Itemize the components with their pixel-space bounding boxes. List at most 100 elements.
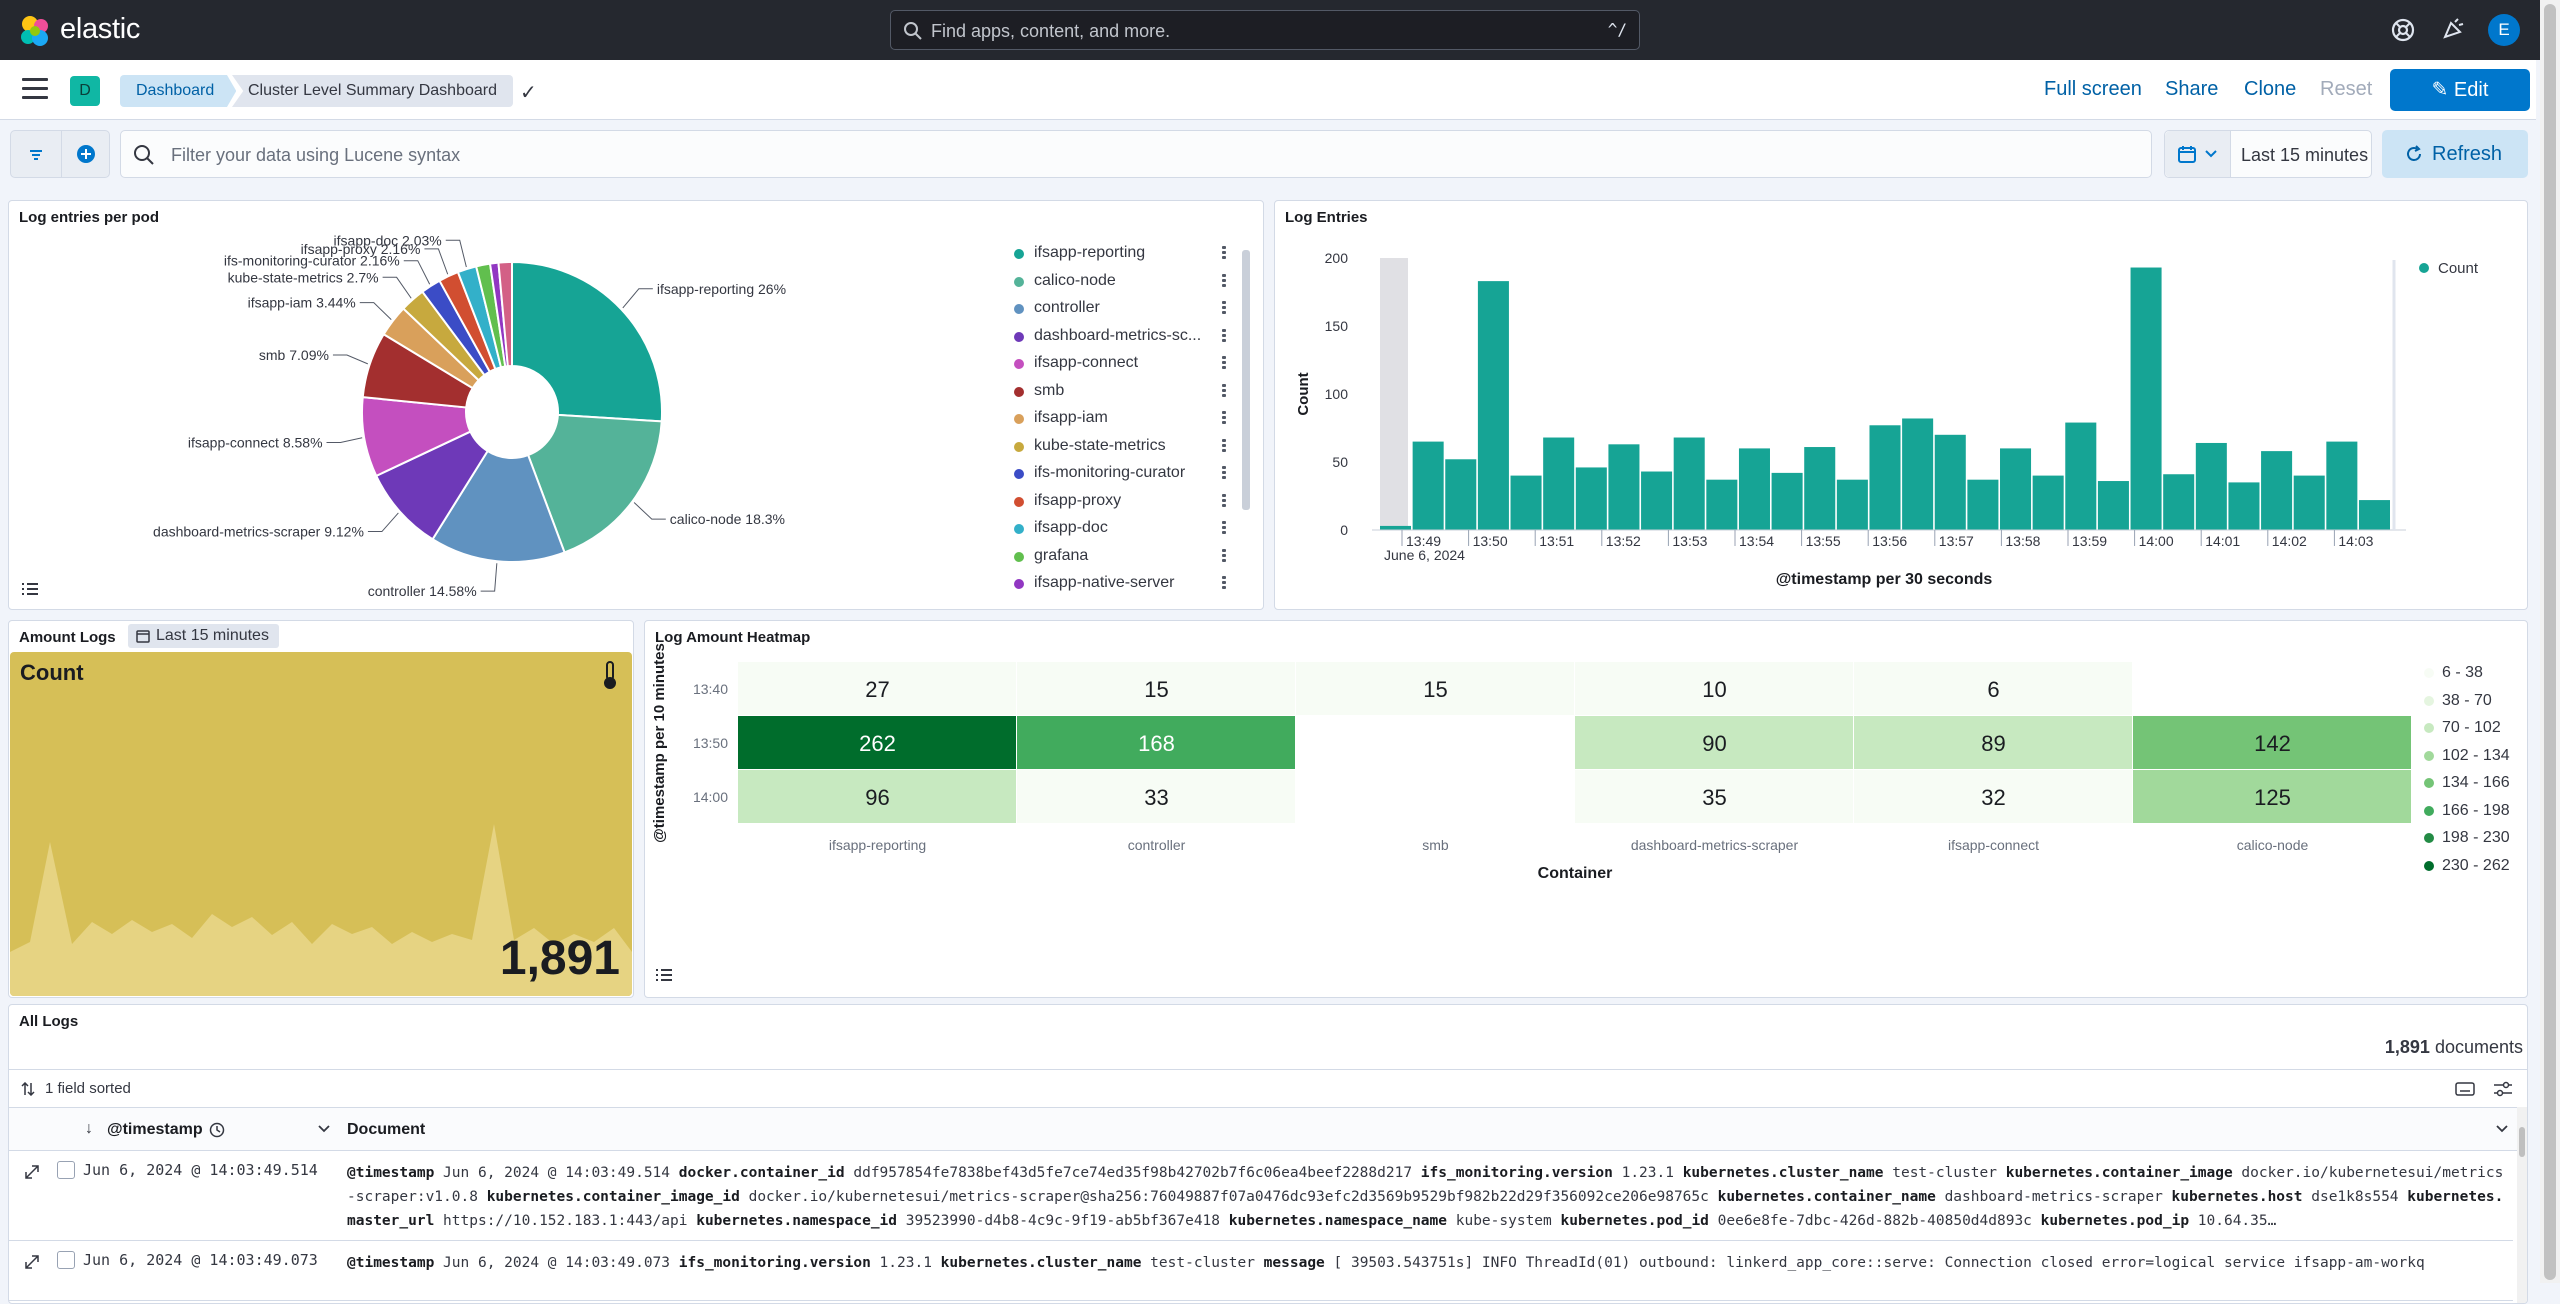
bar-21[interactable] — [2065, 422, 2097, 530]
legend-action-icon[interactable] — [1222, 521, 1226, 535]
bar-29[interactable] — [2326, 441, 2358, 530]
clone-button[interactable]: Clone — [2244, 78, 2297, 100]
page-scrollbar[interactable] — [2540, 0, 2560, 1283]
sort-desc-icon[interactable]: ↓ — [85, 1120, 93, 1137]
bar-12[interactable] — [1771, 472, 1803, 530]
chevron-down-icon[interactable] — [2495, 1124, 2509, 1134]
legend-scrollbar[interactable] — [1242, 250, 1250, 510]
legend-item[interactable]: ifsapp-iam — [1004, 407, 1234, 431]
page-scrollbar-thumb[interactable] — [2544, 4, 2556, 1280]
legend-item[interactable]: ifsapp-doc — [1004, 517, 1234, 541]
bar-1[interactable] — [1412, 441, 1444, 530]
pie-chart[interactable]: ifsapp-reporting 26% calico-node 18.3% con… — [8, 200, 998, 610]
legend-action-icon[interactable] — [1222, 548, 1226, 563]
pie-slice-0[interactable] — [511, 260, 663, 423]
bar-20[interactable] — [2032, 475, 2064, 530]
keyboard-icon[interactable] — [2455, 1082, 2475, 1096]
table-row[interactable]: Jun 6, 2024 @ 14:03:49.514 @timestamp Jun… — [9, 1151, 2513, 1241]
legend-item[interactable]: controller — [1004, 297, 1234, 321]
heatmap-cell-1-4[interactable] — [1854, 716, 2132, 769]
space-avatar[interactable]: D — [70, 76, 100, 106]
breadcrumb-dashboard[interactable]: Dashboard — [120, 75, 237, 107]
user-avatar[interactable]: E — [2488, 14, 2520, 46]
display-settings-icon[interactable] — [2493, 1081, 2513, 1097]
add-filter-icon[interactable] — [75, 143, 97, 165]
heatmap-legend-item[interactable]: 134 - 166 — [2420, 772, 2540, 794]
news-feed-icon[interactable] — [2440, 17, 2466, 43]
legend-item[interactable]: dashboard-metrics-sc... — [1004, 325, 1234, 349]
heatmap-chart[interactable]: 13:40 27 15 15 10 6 13:50 262 168 90 89 142 14:00 96 3… — [644, 620, 2420, 998]
heatmap-cell-0-1[interactable] — [1017, 662, 1295, 715]
help-icon[interactable] — [2390, 17, 2416, 43]
table-scrollbar-thumb[interactable] — [2519, 1127, 2525, 1157]
legend-item[interactable]: ifsapp-reporting — [1004, 242, 1234, 266]
legend-action-icon[interactable] — [1222, 411, 1226, 425]
legend-toggle-icon[interactable] — [655, 967, 673, 983]
bar-18[interactable] — [1967, 479, 1999, 530]
legend-item[interactable]: kube-state-metrics — [1004, 435, 1234, 459]
heatmap-cell-2-4[interactable] — [1854, 770, 2132, 823]
heatmap-cell-1-3[interactable] — [1575, 716, 1853, 769]
time-range-label[interactable]: Last 15 minutes — [2241, 145, 2369, 165]
full-screen-button[interactable]: Full screen — [2044, 78, 2142, 100]
heatmap-legend-item[interactable]: 166 - 198 — [2420, 800, 2540, 822]
legend-item[interactable]: calico-node — [1004, 270, 1234, 294]
bar-28[interactable] — [2293, 475, 2325, 530]
bar-27[interactable] — [2261, 451, 2293, 530]
bar-16[interactable] — [1902, 418, 1934, 530]
bar-3[interactable] — [1477, 281, 1509, 530]
bar-6[interactable] — [1575, 467, 1607, 530]
heatmap-cell-0-2[interactable] — [1296, 662, 1574, 715]
row-checkbox[interactable] — [57, 1161, 75, 1179]
table-row[interactable]: Jun 6, 2024 @ 14:03:49.073 @timestamp Jun… — [9, 1241, 2513, 1301]
pie-slice-13[interactable] — [497, 260, 513, 368]
chevron-down-icon[interactable] — [317, 1124, 331, 1134]
bar-9[interactable] — [1673, 437, 1705, 530]
bar-chart[interactable]: 0 50 100 150 200 Count 13:49 13:50 13:51 13:52 13:… — [1274, 200, 2528, 610]
heatmap-cell-0-5[interactable] — [2133, 662, 2411, 715]
heatmap-legend-item[interactable]: 198 - 230 — [2420, 827, 2540, 849]
legend-action-icon[interactable] — [1222, 246, 1226, 260]
brand-name[interactable]: elastic — [60, 13, 141, 45]
heatmap-cell-2-1[interactable] — [1017, 770, 1295, 823]
legend-item[interactable]: ifsapp-connect — [1004, 352, 1234, 376]
sort-info[interactable]: 1 field sorted — [45, 1080, 131, 1097]
bar-17[interactable] — [1934, 434, 1966, 530]
bar-10[interactable] — [1706, 479, 1738, 530]
heatmap-cell-1-5[interactable] — [2133, 716, 2411, 769]
heatmap-cell-0-0[interactable] — [738, 662, 1016, 715]
bar-24[interactable] — [2163, 474, 2195, 530]
bar-2[interactable] — [1445, 459, 1477, 530]
bar-26[interactable] — [2228, 482, 2260, 530]
query-input[interactable]: Filter your data using Lucene syntax — [120, 130, 2152, 178]
bar-30[interactable] — [2358, 500, 2390, 530]
heatmap-cell-2-2[interactable] — [1296, 770, 1574, 823]
legend-action-icon[interactable] — [1222, 493, 1226, 508]
reset-button[interactable]: Reset — [2320, 78, 2373, 100]
bar-8[interactable] — [1641, 471, 1673, 530]
quick-menu-button[interactable] — [2165, 131, 2231, 177]
heatmap-cell-1-0[interactable] — [738, 716, 1016, 769]
edit-button[interactable]: ✎ Edit — [2390, 69, 2530, 111]
bar-7[interactable] — [1608, 444, 1640, 530]
bar-11[interactable] — [1738, 448, 1770, 530]
legend-item[interactable]: ifs-monitoring-curator — [1004, 462, 1234, 486]
legend-item-count[interactable]: Count — [2438, 260, 2479, 277]
bar-0[interactable] — [1380, 525, 1412, 530]
menu-toggle-icon[interactable] — [22, 78, 48, 100]
row-checkbox[interactable] — [57, 1251, 75, 1269]
legend-action-icon[interactable] — [1222, 328, 1226, 343]
expand-row-icon[interactable] — [23, 1253, 41, 1271]
share-button[interactable]: Share — [2165, 78, 2219, 100]
bar-5[interactable] — [1543, 437, 1575, 530]
legend-item[interactable]: smb — [1004, 380, 1234, 404]
heatmap-legend-item[interactable]: 6 - 38 — [2420, 662, 2540, 684]
metric-tile[interactable]: Count 1,891 — [10, 652, 632, 996]
heatmap-legend-item[interactable]: 70 - 102 — [2420, 717, 2540, 739]
heatmap-legend-item[interactable]: 230 - 262 — [2420, 855, 2540, 877]
legend-item[interactable]: ifsapp-native-server — [1004, 572, 1234, 594]
elastic-logo-icon[interactable] — [18, 14, 52, 48]
refresh-button[interactable]: Refresh — [2382, 130, 2528, 178]
heatmap-legend-item[interactable]: 38 - 70 — [2420, 690, 2540, 712]
heatmap-cell-0-4[interactable] — [1854, 662, 2132, 715]
